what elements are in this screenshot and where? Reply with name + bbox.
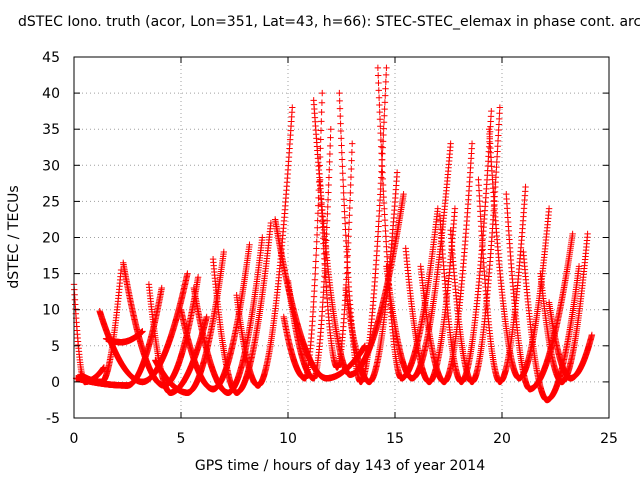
chart-svg: 0510152025-5051015202530354045 dSTEC Ion… (0, 0, 640, 480)
chart-container: 0510152025-5051015202530354045 dSTEC Ion… (0, 0, 640, 480)
